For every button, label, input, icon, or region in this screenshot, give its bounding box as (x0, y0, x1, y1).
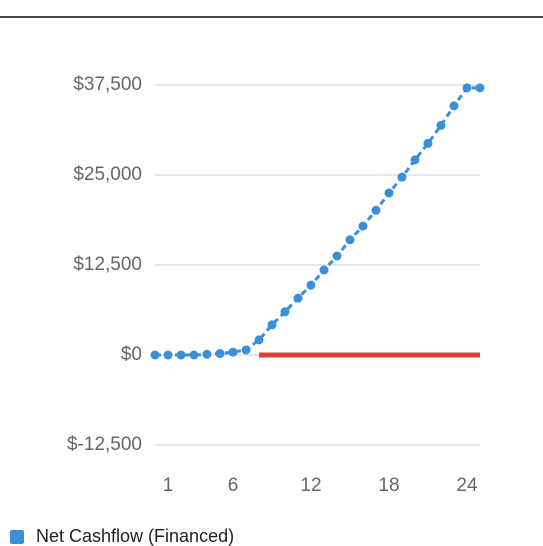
data-point (189, 350, 199, 360)
data-point (332, 251, 342, 261)
data-point (410, 155, 420, 165)
data-point (306, 280, 316, 290)
y-tick-label: $37,500 (73, 74, 142, 95)
data-point (215, 349, 225, 359)
x-tick-label: 18 (378, 475, 399, 496)
data-point (475, 83, 485, 93)
data-point (254, 335, 264, 345)
x-tick-label: 12 (300, 475, 321, 496)
data-point (293, 293, 303, 303)
data-point (384, 188, 394, 198)
legend-label: Net Cashflow (Financed) (36, 526, 234, 546)
legend-swatch (10, 530, 24, 544)
data-point (319, 265, 329, 275)
data-point (163, 350, 173, 360)
data-point (202, 349, 212, 359)
x-tick-label: 1 (163, 475, 174, 496)
data-point (280, 307, 290, 317)
data-point (345, 235, 355, 245)
data-point (267, 320, 277, 330)
y-tick-label: $0 (121, 344, 142, 365)
data-point (397, 172, 407, 182)
data-point (358, 221, 368, 231)
data-point (371, 205, 381, 215)
x-tick-label: 24 (456, 475, 478, 496)
data-point (449, 101, 459, 111)
data-point (228, 347, 238, 357)
data-point (436, 120, 446, 130)
x-tick-label: 6 (228, 475, 239, 496)
y-tick-label: $25,000 (73, 164, 142, 185)
y-tick-label: $12,500 (73, 254, 142, 275)
data-point (462, 83, 472, 93)
data-point (150, 350, 160, 360)
series-line (155, 86, 480, 357)
data-point (241, 345, 251, 355)
data-point (176, 350, 186, 360)
y-tick-label: $-12,500 (67, 434, 142, 455)
data-point (423, 138, 433, 148)
